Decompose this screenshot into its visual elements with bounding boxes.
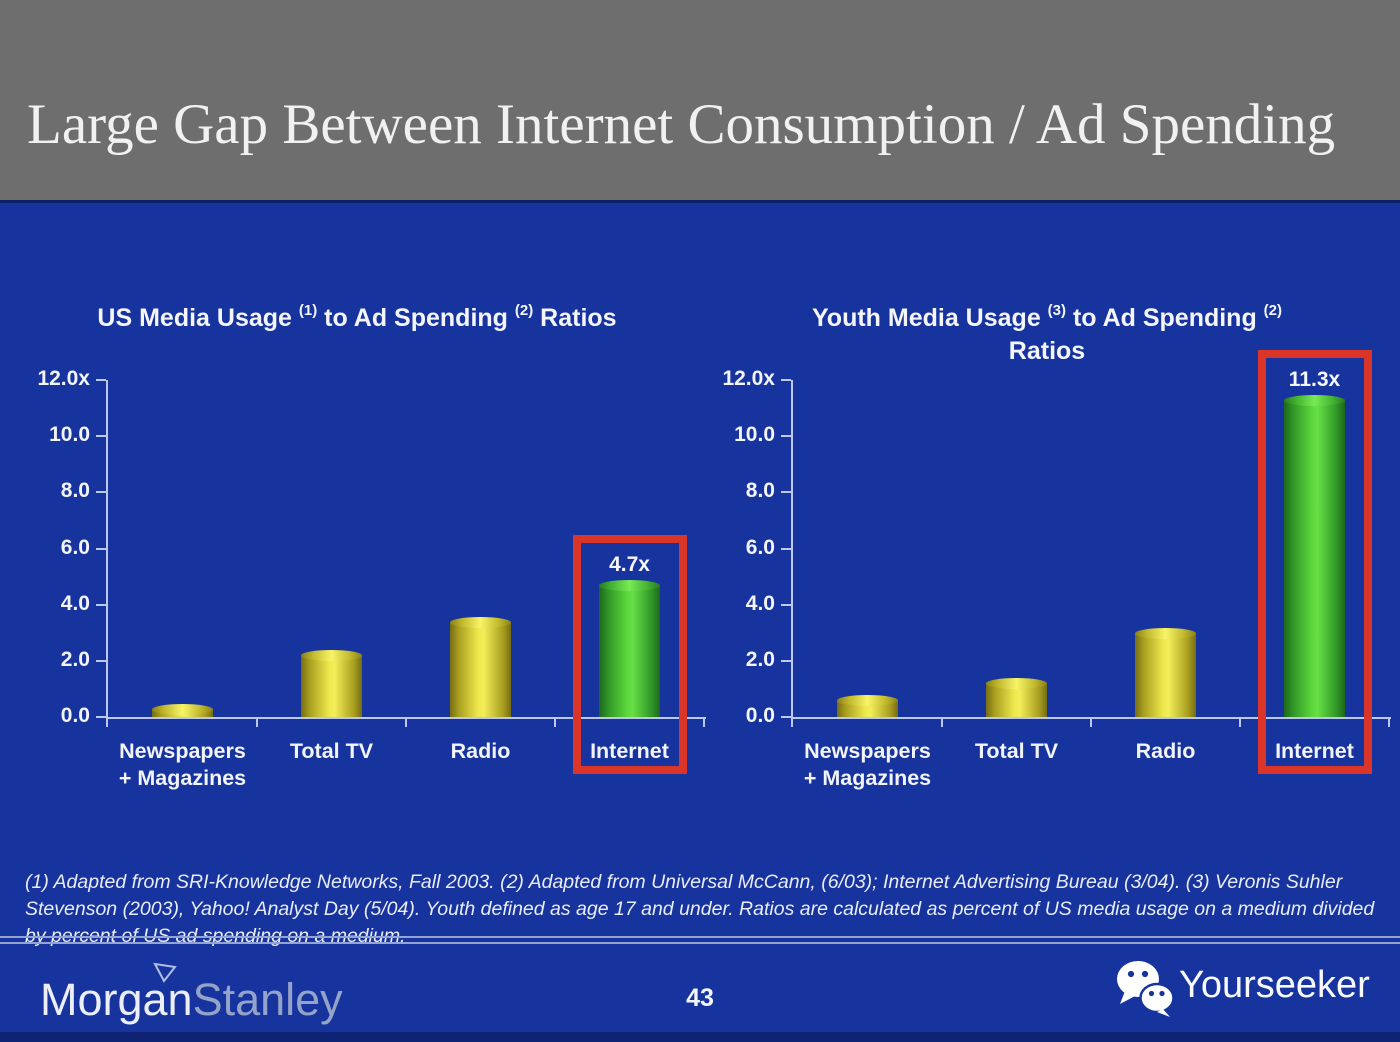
category-label-radio: Radio	[450, 739, 511, 763]
category-label-total-tv: Total TV	[289, 739, 374, 763]
y-axis-tick	[781, 491, 791, 494]
right-chart-title-line2: Ratios	[1008, 337, 1086, 365]
footnote-text: (1) Adapted from SRI-Knowledge Networks,…	[25, 871, 1375, 947]
bar-internet	[1284, 394, 1345, 717]
x-axis-tick	[256, 717, 258, 727]
x-axis-tick	[554, 717, 556, 727]
y-axis-tick	[781, 547, 791, 550]
y-axis-tick-label: 4.0	[745, 591, 775, 615]
footnote-ref-2b: (2)	[1263, 302, 1283, 319]
bottom-strip	[0, 1032, 1400, 1042]
y-axis-tick-label: 2.0	[60, 647, 90, 671]
footnote-ref-2: (2)	[514, 302, 534, 319]
bar-newspapers-magazines	[152, 703, 213, 717]
y-axis-tick-label: 10.0	[734, 423, 775, 447]
wechat-icon	[1117, 961, 1175, 1017]
bar-radio	[450, 616, 511, 717]
header-divider	[0, 200, 1400, 203]
bar-value-label: 11.3x	[1288, 367, 1341, 391]
y-axis-tick	[781, 435, 791, 438]
x-axis-tick	[1239, 717, 1241, 727]
y-axis-tick-label: 0.0	[60, 704, 90, 727]
left-chart-title-text: US Media Usage	[97, 304, 299, 332]
slide-title: Large Gap Between Internet Consumption /…	[27, 93, 1336, 156]
y-axis-tick	[96, 716, 106, 718]
y-axis-tick	[96, 379, 106, 381]
bar-internet	[599, 580, 660, 717]
y-axis-tick-label: 6.0	[60, 535, 90, 559]
bar-newspapers-magazines	[837, 695, 898, 717]
y-axis-tick	[96, 435, 106, 438]
y-axis-tick-label: 8.0	[60, 479, 90, 503]
y-axis-tick-label: 0.0	[745, 704, 775, 727]
y-axis-tick	[96, 547, 106, 550]
x-axis-tick	[941, 717, 943, 727]
y-axis-tick-label: 10.0	[49, 423, 90, 447]
left-chart-title: US Media Usage (1) to Ad Spending (2) Ra…	[97, 302, 617, 332]
bar-radio	[1135, 627, 1196, 717]
y-axis-tick-label: 6.0	[745, 535, 775, 559]
y-axis-tick	[781, 659, 791, 662]
right-chart-title-text: Youth Media Usage	[811, 304, 1048, 332]
category-label-newspapers-magazines: Newspapers + Magazines	[803, 739, 932, 790]
morgan-stanley-logo: MorganStanley	[40, 974, 343, 1026]
footer-rule-bottom	[0, 942, 1400, 944]
bar-value-label: 4.7x	[609, 553, 650, 576]
right-chart-title: Youth Media Usage (3) to Ad Spending (2)…	[800, 294, 1294, 368]
highlight-box	[1257, 349, 1372, 774]
y-axis-tick	[96, 491, 106, 494]
header-band: Large Gap Between Internet Consumption /…	[0, 0, 1400, 200]
category-label-total-tv: Total TV	[974, 739, 1059, 763]
y-axis-tick	[781, 716, 791, 718]
highlight-box	[572, 535, 687, 774]
bar-total-tv	[986, 678, 1047, 717]
y-axis-tick-label: 12.0x	[37, 367, 90, 390]
y-axis-line	[106, 380, 108, 727]
category-label-internet: Internet	[1275, 739, 1354, 763]
x-axis-tick	[1388, 717, 1390, 727]
category-label-newspapers-magazines: Newspapers + Magazines	[118, 739, 247, 790]
y-axis-tick	[781, 379, 791, 381]
x-axis-tick	[703, 717, 705, 727]
watermark-label: Yourseeker	[1179, 964, 1370, 1006]
page-number: 43	[686, 984, 714, 1012]
y-axis-tick	[96, 659, 106, 662]
y-axis-tick	[96, 603, 106, 606]
y-axis-tick	[781, 603, 791, 606]
x-axis-tick	[405, 717, 407, 727]
footnote-ref-3: (3)	[1047, 302, 1067, 319]
bar-total-tv	[301, 650, 362, 717]
category-label-radio: Radio	[1135, 739, 1196, 763]
category-label-internet: Internet	[590, 739, 669, 763]
y-axis-line	[791, 380, 793, 727]
y-axis-tick-label: 12.0x	[722, 367, 775, 390]
y-axis-tick-label: 2.0	[745, 647, 775, 671]
morgan-stanley-logo-stanley: Stanley	[192, 974, 343, 1025]
morgan-stanley-triangle-icon	[153, 962, 177, 983]
y-axis-tick-label: 4.0	[60, 591, 90, 615]
y-axis-tick-label: 8.0	[745, 479, 775, 503]
x-axis-tick	[1090, 717, 1092, 727]
footnote-ref-1: (1)	[298, 302, 318, 319]
footer-rule-top	[0, 936, 1400, 938]
morgan-stanley-logo-morgan: Morgan	[40, 974, 193, 1025]
